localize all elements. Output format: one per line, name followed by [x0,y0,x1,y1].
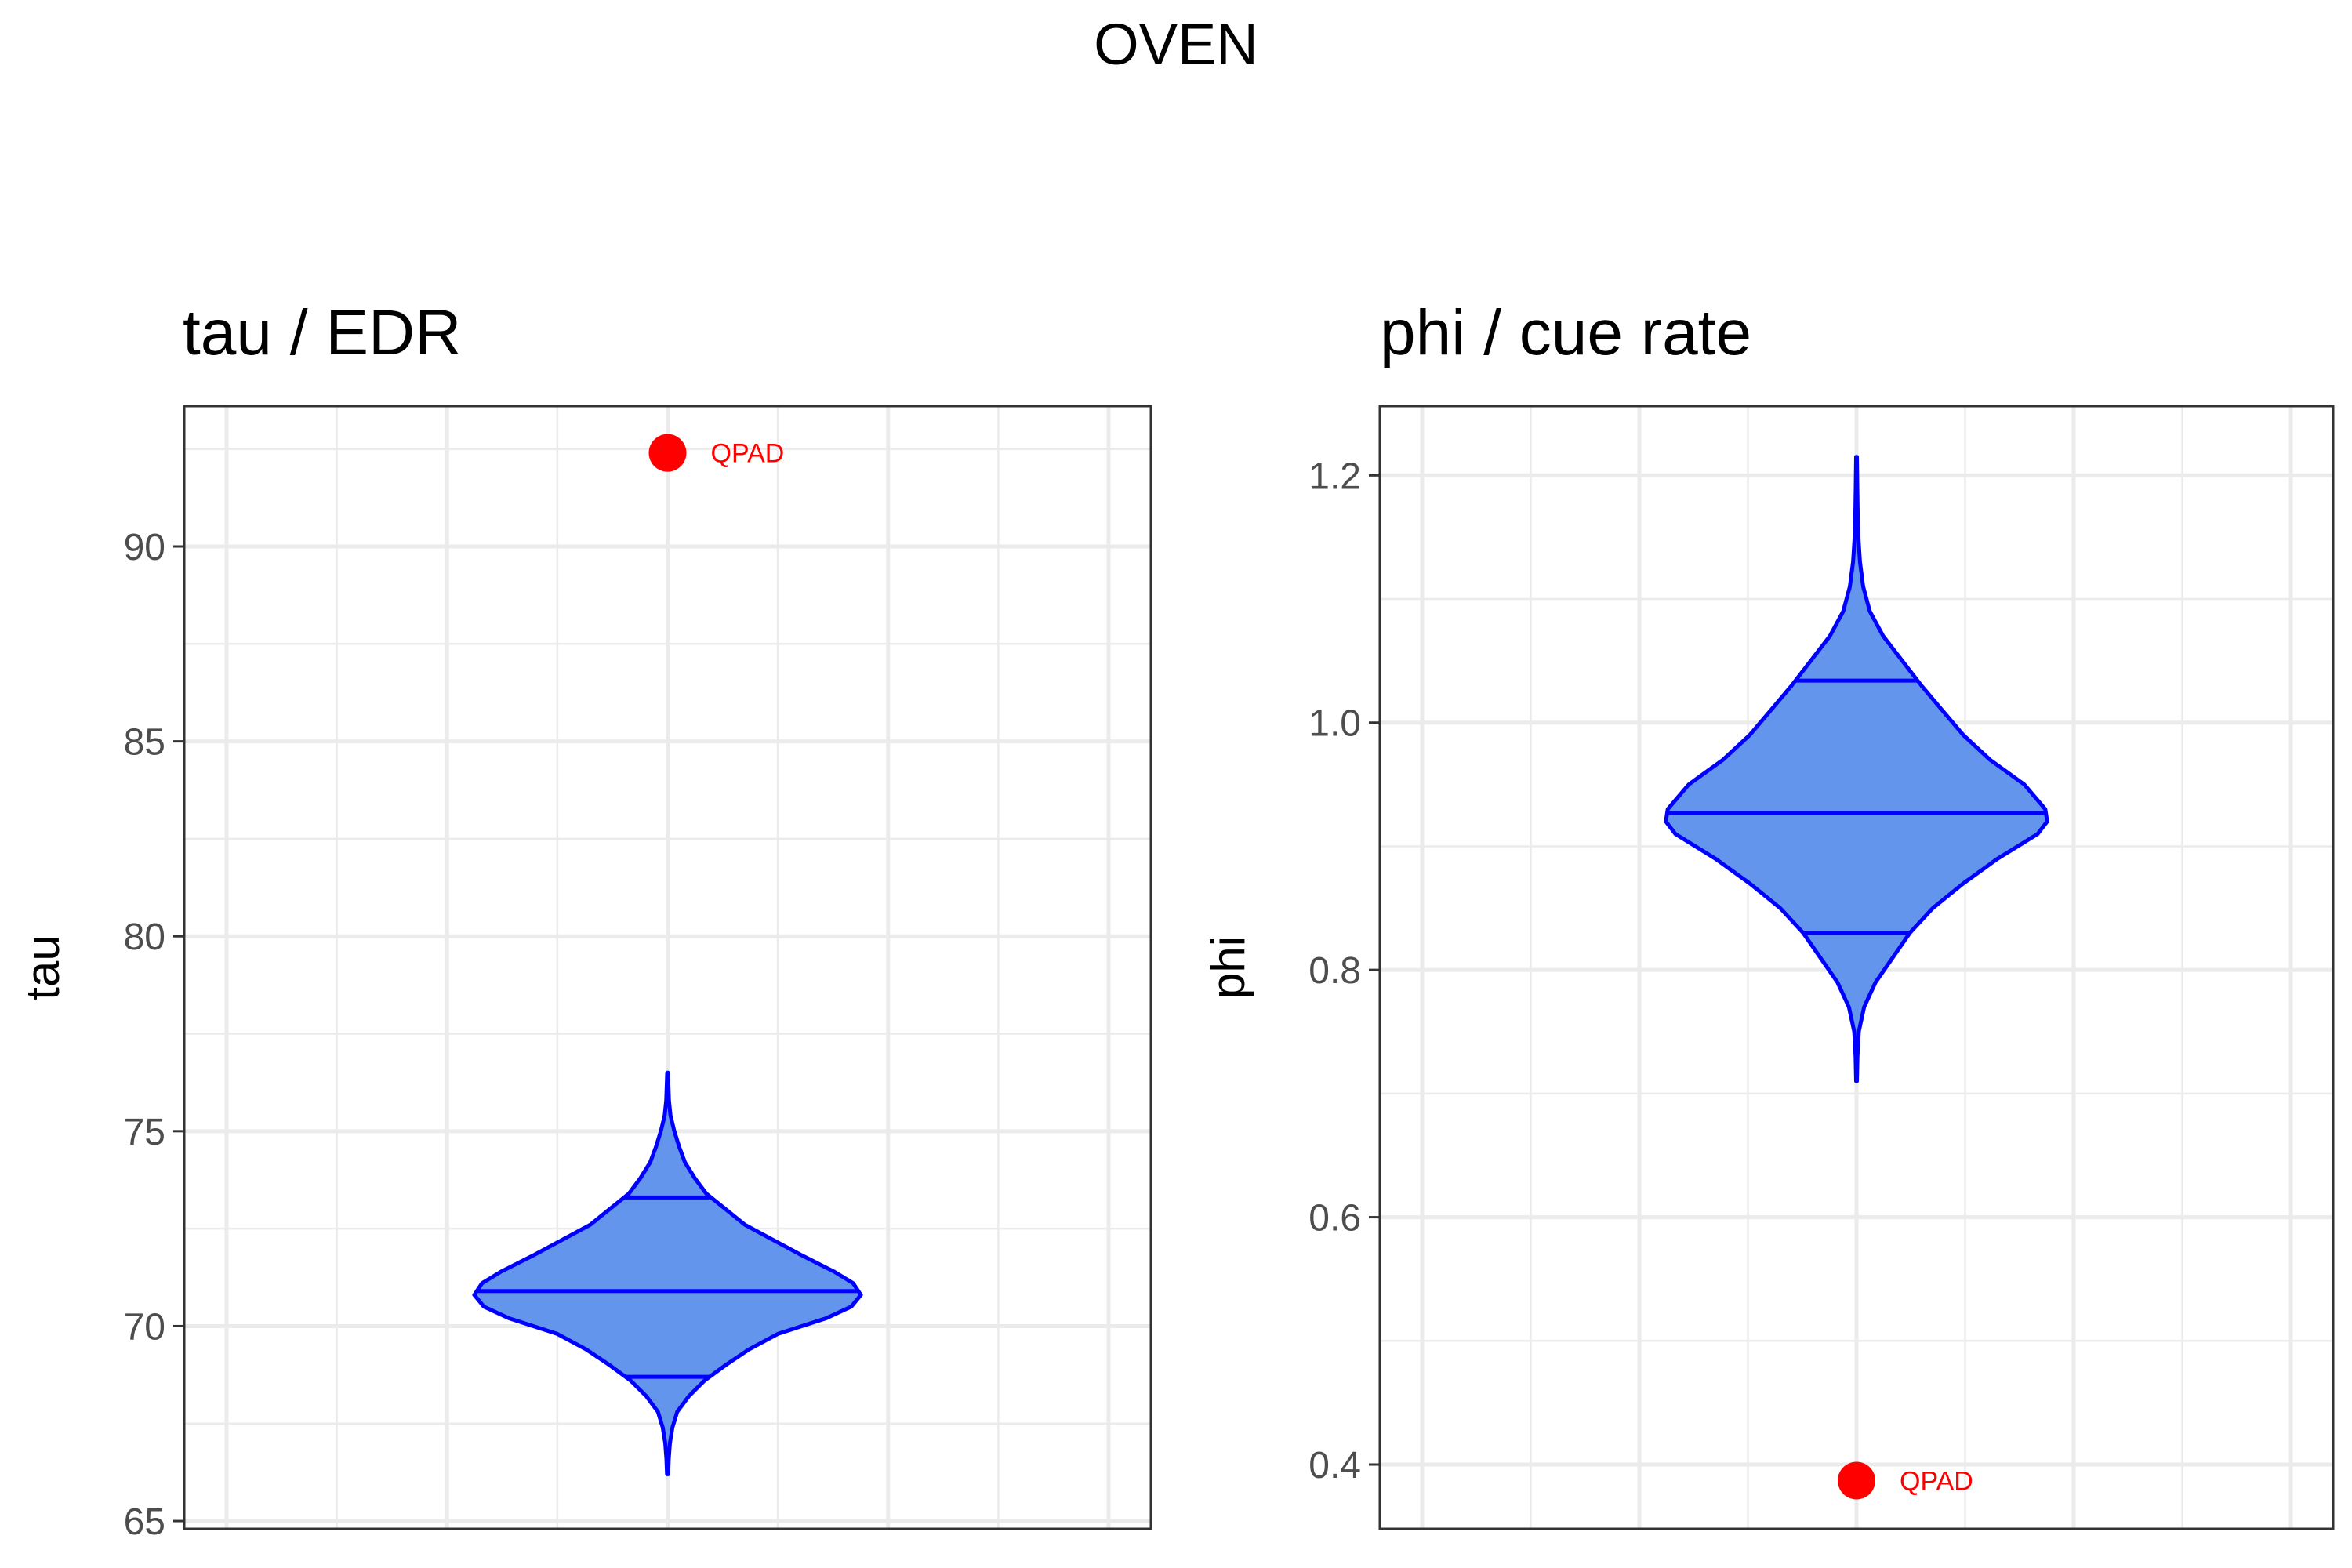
violin-shape [472,1070,863,1476]
qpad-label: QPAD [1900,1466,1973,1496]
y-tick-label: 80 [124,916,165,958]
y-tick-label: 0.6 [1308,1198,1361,1240]
panel-title-phi: phi / cue rate [1380,297,1752,368]
y-tick-label: 70 [124,1306,165,1348]
y-tick-label: 65 [124,1501,165,1543]
qpad-point [1838,1461,1875,1500]
figure-title: OVEN [1094,12,1258,77]
y-tick-label: 75 [124,1112,165,1153]
y-tick-label: 0.8 [1308,950,1361,992]
y-tick-label: 1.2 [1308,456,1361,497]
qpad-point [648,434,687,472]
y-tick-label: 0.4 [1308,1445,1361,1486]
y-axis-title: tau [16,935,69,1000]
y-tick-label: 1.0 [1308,703,1361,745]
qpad-label: QPAD [711,439,785,469]
y-tick-label: 90 [124,527,165,568]
y-axis-title: phi [1202,936,1254,999]
violin-shape [1664,455,2049,1083]
panel-border [183,405,1152,1530]
panel-phi: QPAD 0.4 0.6 0.8 1.0 1.2 phi [1202,405,2335,1530]
panel-tau: QPAD 65 70 75 80 85 90 tau [16,405,1152,1543]
panel-border [1378,405,2335,1530]
panel-title-tau: tau / EDR [183,297,462,368]
y-tick-label: 85 [124,722,165,764]
